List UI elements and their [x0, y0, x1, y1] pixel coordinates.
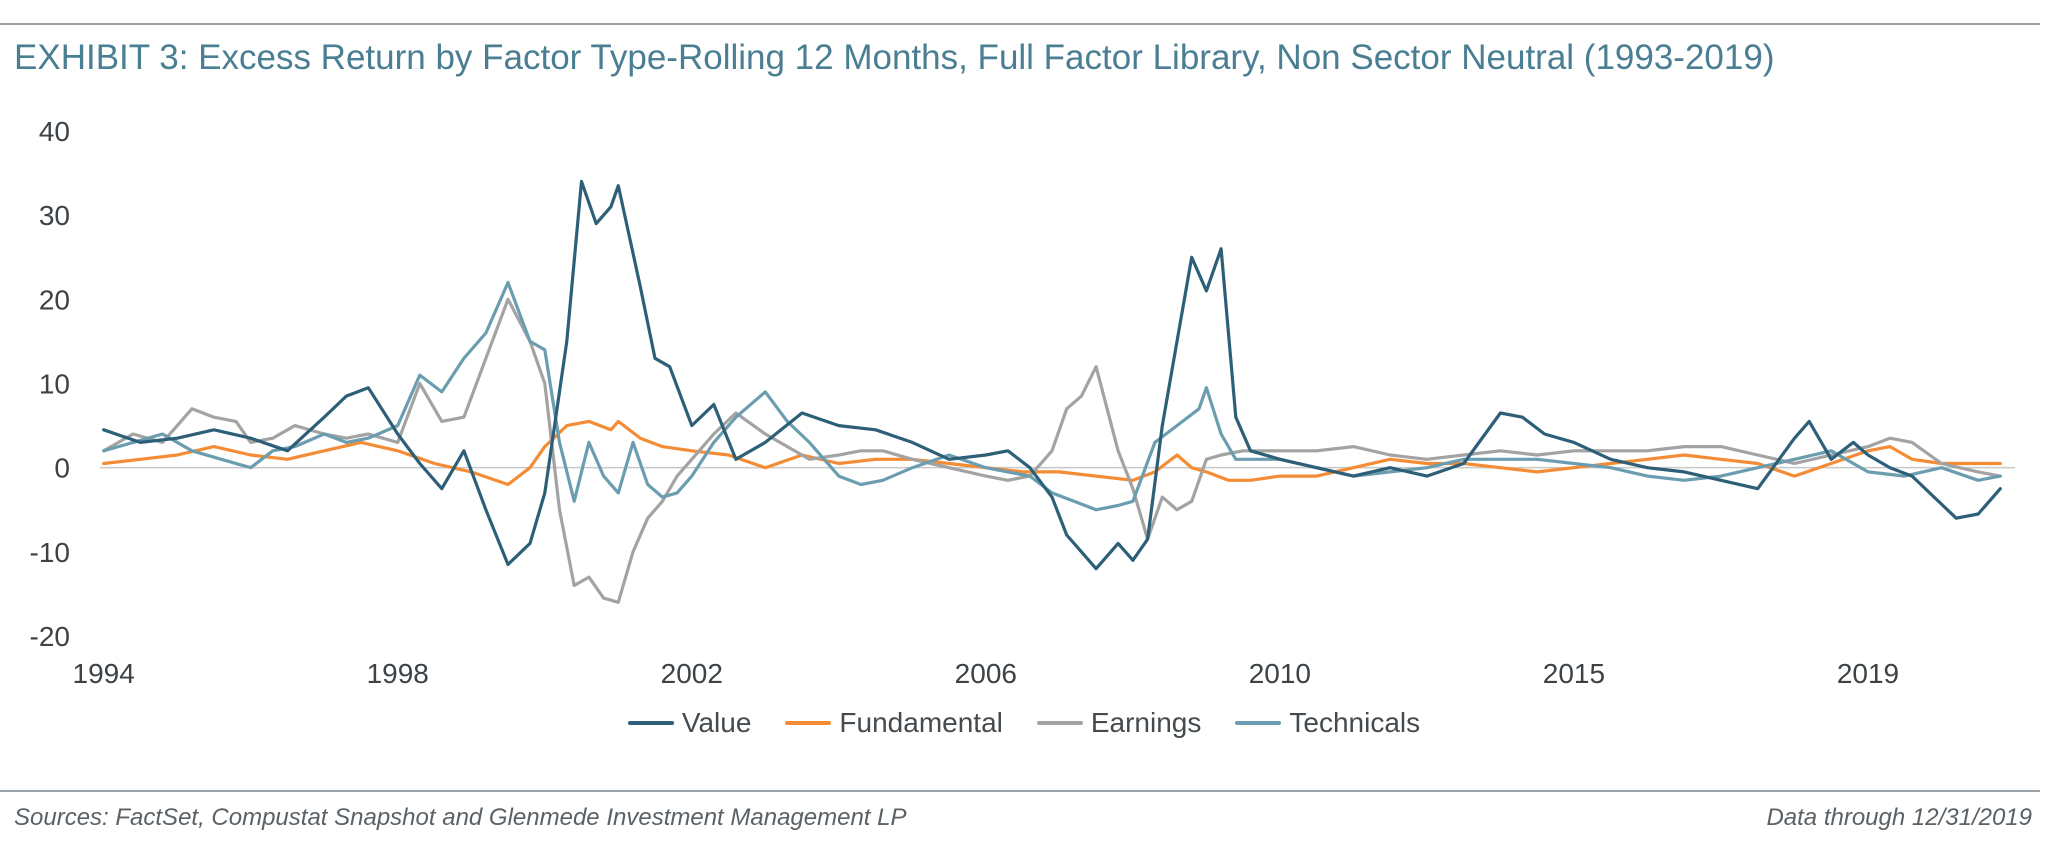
legend-label: Fundamental	[839, 707, 1003, 738]
series-line-technicals	[102, 280, 2002, 512]
x-tick-label: 1998	[367, 658, 429, 689]
x-tick-label: 2019	[1837, 658, 1899, 689]
legend-swatch	[627, 721, 674, 725]
legend-label: Earnings	[1090, 707, 1202, 738]
y-tick-label: 40	[39, 116, 70, 147]
y-tick-label: -20	[30, 621, 70, 652]
legend-item-technicals: Technicals	[1235, 707, 1420, 739]
legend-item-fundamental: Fundamental	[785, 707, 1003, 739]
legend-swatch	[785, 721, 832, 725]
y-tick-label: -10	[30, 537, 70, 568]
y-tick-label: 30	[39, 200, 70, 231]
legend-label: Technicals	[1289, 707, 1421, 738]
y-tick-label: 10	[39, 369, 70, 400]
chart-legend: Value Fundamental Earnings Technicals	[0, 707, 2048, 739]
x-tick-label: 2006	[955, 658, 1017, 689]
x-tick-label: 2010	[1249, 658, 1311, 689]
x-tick-label: 1994	[73, 658, 135, 689]
x-axis: 1994 1998 2002 2006 2010 2015 2019	[73, 658, 1900, 689]
series-line-earnings	[102, 297, 2002, 604]
x-tick-label: 2015	[1543, 658, 1605, 689]
x-tick-label: 2002	[661, 658, 723, 689]
data-through-note: Data through 12/31/2019	[1766, 804, 2032, 831]
bottom-rule	[0, 790, 2040, 792]
sources-note: Sources: FactSet, Compustat Snapshot and…	[14, 804, 907, 831]
legend-item-value: Value	[627, 707, 752, 739]
y-tick-label: 0	[54, 453, 70, 484]
series-layer	[102, 179, 2002, 604]
y-tick-label: 20	[39, 284, 70, 315]
top-rule	[0, 23, 2040, 25]
chart-title: EXHIBIT 3: Excess Return by Factor Type-…	[14, 38, 1775, 77]
legend-label: Value	[681, 707, 752, 738]
legend-swatch	[1235, 721, 1282, 725]
legend-swatch	[1036, 721, 1083, 725]
y-axis: 40 30 20 10 0 -10 -20	[30, 116, 70, 652]
legend-item-earnings: Earnings	[1036, 707, 1202, 739]
series-line-value	[102, 179, 2002, 571]
